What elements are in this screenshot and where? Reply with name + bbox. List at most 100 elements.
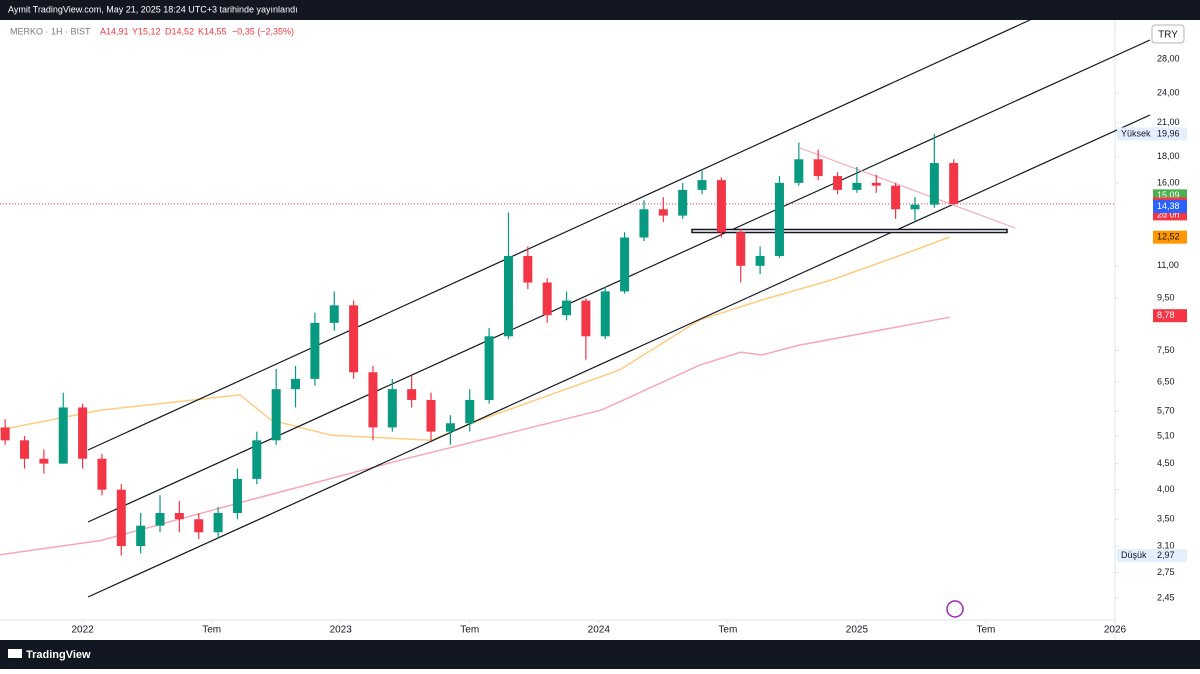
- drawings: [87, 19, 1151, 598]
- change: −0,35 (−2,35%): [232, 26, 294, 36]
- price-marker-label: 15,09: [1157, 190, 1180, 200]
- candle-body: [755, 255, 765, 266]
- candle-body: [174, 513, 184, 520]
- y-tick-label: 5,10: [1157, 430, 1175, 440]
- candle-body: [871, 182, 881, 186]
- flash-icon[interactable]: [946, 600, 964, 618]
- symbol: MERKO · 1H · BIST: [10, 26, 91, 36]
- y-tick-label: 7,50: [1157, 345, 1175, 355]
- candle-body: [39, 458, 49, 464]
- moving-average: [0, 236, 951, 442]
- candle-body: [78, 407, 88, 459]
- candle-body: [774, 182, 784, 256]
- x-tick-label: Tem: [976, 625, 995, 636]
- candle-body: [600, 291, 610, 337]
- y-tick-label: 2,75: [1157, 567, 1175, 577]
- candle-body: [291, 378, 301, 390]
- candle-body: [58, 407, 68, 464]
- y-tick-label: 28,00: [1157, 53, 1180, 63]
- candle-body: [465, 399, 475, 424]
- candle-body: [426, 399, 436, 432]
- candle-body: [891, 185, 901, 210]
- candle-body: [387, 389, 397, 428]
- candle-body: [252, 440, 262, 479]
- candle-body: [155, 513, 165, 526]
- y-tick-label: 3,10: [1157, 540, 1175, 550]
- candle-body: [852, 182, 862, 190]
- x-tick-label: 2025: [846, 625, 869, 636]
- candle-body: [794, 159, 804, 183]
- bottom-bar: [0, 640, 1200, 669]
- x-tick-label: 2022: [71, 625, 94, 636]
- price-marker-label: 12,52: [1157, 232, 1180, 242]
- x-tick-label: Tem: [718, 625, 737, 636]
- candle-body: [639, 209, 649, 238]
- y-tick-label: 5,70: [1157, 406, 1175, 416]
- x-tick-label: 2023: [330, 625, 353, 636]
- y-tick-label: 6,50: [1157, 377, 1175, 387]
- candle-body: [736, 232, 746, 266]
- y-tick-label: 3,50: [1157, 514, 1175, 524]
- candle-body: [97, 458, 107, 490]
- y-tick-label: 2,45: [1157, 593, 1175, 603]
- candle-body: [833, 176, 843, 190]
- high: Y15,12: [132, 26, 161, 36]
- y-tick-label: 4,50: [1157, 458, 1175, 468]
- candle-body: [194, 519, 204, 533]
- price-marker-label: 19,96: [1157, 128, 1180, 138]
- candle-body: [0, 427, 10, 441]
- candle-body: [271, 389, 281, 441]
- open: A14,91: [100, 26, 129, 36]
- candle-body: [310, 322, 320, 379]
- price-marker-tag: Yüksek: [1121, 128, 1151, 138]
- publisher: Aymit TradingView.com, May 21, 2025 18:2…: [8, 4, 298, 14]
- y-tick-label: 18,00: [1157, 151, 1180, 161]
- candle-body: [658, 209, 668, 216]
- price-marker-sub: 2d 0h: [1157, 209, 1180, 219]
- price-marker-label: 14,38: [1157, 201, 1180, 211]
- y-tick-label: 16,00: [1157, 177, 1180, 187]
- candle-body: [232, 478, 242, 514]
- price-marker-box: [1153, 200, 1187, 214]
- candle-body: [929, 163, 939, 205]
- candle-body: [813, 159, 823, 177]
- candle-body: [213, 513, 223, 533]
- channel-upper: [87, 19, 1031, 451]
- close: K14,55: [198, 26, 227, 36]
- candle-body: [136, 525, 146, 547]
- candle-body: [329, 305, 339, 323]
- channel-middle: [87, 39, 1151, 523]
- x-tick-label: 2026: [1104, 625, 1127, 636]
- price-marker-sub-box: [1153, 209, 1187, 221]
- candle-body: [581, 300, 591, 337]
- candle-body: [716, 180, 726, 233]
- support-box: [691, 228, 1008, 234]
- x-tick-label: Tem: [202, 625, 221, 636]
- price-marker-box: [1117, 549, 1187, 563]
- candle-body: [368, 372, 378, 428]
- candle-body: [445, 423, 455, 432]
- y-tick-label: 24,00: [1157, 88, 1180, 98]
- candle-body: [562, 300, 572, 316]
- x-tick-label: 2024: [588, 625, 611, 636]
- low: D14,52: [165, 26, 194, 36]
- candle-body: [910, 204, 920, 210]
- y-tick-label: 9,50: [1157, 293, 1175, 303]
- price-marker-box: [1153, 309, 1187, 323]
- price-marker-box: [1117, 127, 1187, 141]
- y-tick-label: 21,00: [1157, 117, 1180, 127]
- candle-body: [620, 237, 630, 292]
- candle-body: [407, 389, 417, 400]
- brand: TradingView: [26, 649, 91, 661]
- moving-average: [0, 316, 950, 556]
- candle-body: [949, 163, 959, 204]
- channel-lower: [87, 114, 1151, 598]
- currency-box[interactable]: [1151, 24, 1185, 44]
- candle-body: [542, 282, 552, 316]
- top-bar: [0, 0, 1200, 20]
- price-marker-label: 2,97: [1157, 550, 1175, 560]
- currency: TRY: [1158, 30, 1178, 41]
- logo: [8, 649, 22, 658]
